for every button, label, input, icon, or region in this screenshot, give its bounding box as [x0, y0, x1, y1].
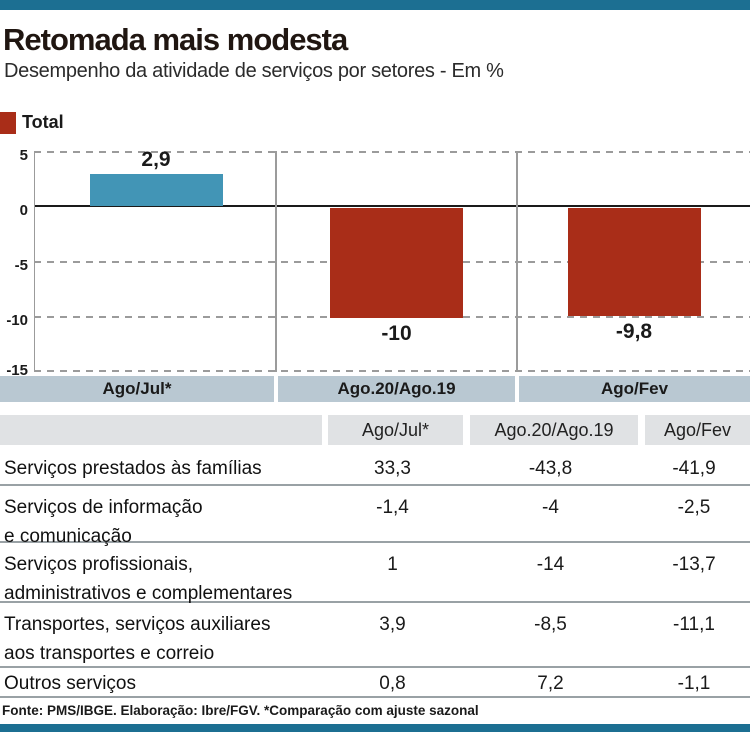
row-value: 1: [387, 554, 398, 575]
y-tick-0: 0: [19, 202, 28, 219]
row-label: Serviços profissionais, administrativos e…: [4, 554, 293, 604]
row-label: Outros serviços: [4, 673, 136, 694]
table-row: Serviços prestados às famílias 33,3 -43,…: [0, 445, 750, 486]
x-category-ago-jul: Ago/Jul*: [0, 376, 274, 402]
bottom-accent-rule: [0, 724, 750, 732]
row-label: Serviços prestados às famílias: [4, 458, 262, 479]
page-title: Retomada mais modesta: [3, 22, 348, 57]
x-category-ago20-ago19: Ago.20/Ago.19: [278, 376, 515, 402]
row-value: -13,7: [672, 554, 716, 575]
row-label: Transportes, serviços auxiliares aos tran…: [4, 614, 271, 664]
row-value: -41,9: [672, 458, 716, 479]
top-accent-rule: [0, 0, 750, 10]
y-tick-neg10: -10: [6, 312, 28, 329]
x-category-ago-fev: Ago/Fev: [519, 376, 750, 402]
table-header-empty: [0, 415, 322, 445]
chart-panel-ago-jul: 2,9: [35, 148, 276, 371]
page-subtitle: Desempenho da atividade de serviços por …: [4, 60, 504, 82]
y-tick-neg5: -5: [14, 257, 28, 274]
chart-panel-ago20-ago19: -10: [276, 151, 516, 371]
bar-value-label: -9,8: [615, 320, 653, 343]
source-note: Fonte: PMS/IBGE. Elaboração: Ibre/FGV. *…: [2, 703, 479, 718]
bar-ago-fev: -9,8: [567, 208, 701, 343]
table-header-ago-jul: Ago/Jul*: [328, 415, 463, 445]
table-row: Serviços de informação e comunicação -1,4…: [0, 486, 750, 547]
row-value: 3,9: [379, 614, 406, 635]
chart-panel-ago-fev: -9,8: [517, 151, 750, 371]
table-row: Transportes, serviços auxiliares aos tran…: [0, 603, 750, 668]
row-label: Serviços de informação e comunicação: [4, 497, 203, 547]
legend-swatch-total: [0, 112, 16, 134]
row-value: 0,8: [379, 673, 406, 694]
row-value: 33,3: [374, 458, 411, 479]
row-value: -43,8: [528, 458, 573, 479]
row-value: -8,5: [534, 614, 567, 635]
table-row: Serviços profissionais, administrativos e…: [0, 543, 750, 604]
gridline-neg15: [34, 370, 750, 372]
table-header-row: Ago/Jul* Ago.20/Ago.19 Ago/Fev: [0, 415, 750, 445]
row-value: -1,1: [677, 673, 711, 694]
table-body: Serviços prestados às famílias 33,3 -43,…: [0, 445, 750, 698]
row-value: -1,4: [376, 497, 409, 518]
bar-ago20-ago19: -10: [330, 208, 463, 345]
row-value: 7,2: [537, 673, 564, 694]
row-value: -4: [542, 497, 559, 518]
row-value: -14: [536, 554, 565, 575]
zero-axis-line: [34, 205, 750, 207]
y-tick-5: 5: [19, 147, 28, 164]
table-header-ago-fev: Ago/Fev: [645, 415, 750, 445]
bar-ago-jul: 2,9: [89, 148, 223, 206]
panel-separator-2: [516, 151, 518, 372]
row-value: -2,5: [677, 497, 711, 518]
gridline-5: [34, 151, 750, 153]
y-axis-line: [34, 151, 35, 371]
row-value: -11,1: [673, 614, 715, 635]
table-header-ago20-ago19: Ago.20/Ago.19: [470, 415, 638, 445]
bar-chart: 5 0 -5 -10 -15 2,9 -10 -9,8 Ago/Jul* Ago…: [0, 147, 750, 402]
legend-label: Total: [22, 112, 64, 132]
panel-separator-1: [275, 151, 277, 372]
bar-value-label: 2,9: [141, 148, 171, 171]
y-tick-neg15: -15: [6, 362, 28, 379]
table-row: Outros serviços 0,8 7,2 -1,1: [0, 668, 750, 698]
bar-value-label: -10: [381, 322, 412, 345]
